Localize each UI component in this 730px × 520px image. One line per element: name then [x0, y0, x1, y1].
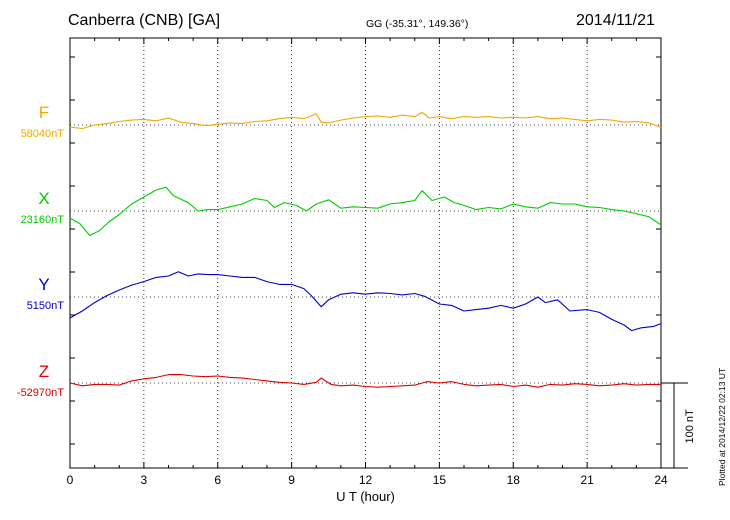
- coordinates-label: GG (-35.31°, 149.36°): [366, 18, 469, 30]
- trace-f: [69, 111, 662, 130]
- plotted-timestamp: Plotted at 2014/12/22 02:13 UT: [717, 368, 727, 486]
- series-label-x: X: [38, 189, 49, 208]
- x-axis-label: U T (hour): [336, 489, 395, 504]
- baseline-value-z: -52970nT: [17, 387, 64, 399]
- x-tick-label: 12: [359, 473, 373, 487]
- scale-bar-label: 100 nT: [684, 409, 696, 444]
- x-tick-label: 6: [214, 473, 221, 487]
- date-label: 2014/11/21: [576, 12, 655, 29]
- station-title: Canberra (CNB) [GA]: [68, 12, 221, 29]
- series-label-f: F: [39, 103, 49, 122]
- trace-z: [69, 374, 661, 388]
- x-tick-label: 9: [288, 473, 295, 487]
- x-tick-label: 15: [433, 473, 447, 487]
- series-label-y: Y: [38, 275, 49, 294]
- trace-y: [69, 271, 662, 332]
- x-tick-label: 24: [654, 473, 668, 487]
- baseline-value-y: 5150nT: [27, 300, 65, 312]
- baseline-value-x: 23160nT: [21, 214, 65, 226]
- x-tick-label: 21: [580, 473, 594, 487]
- x-tick-label: 3: [141, 473, 148, 487]
- plotted-note: Plotted at 2014/12/22 02:13 UT: [717, 368, 727, 486]
- baseline-value-f: 58040nT: [21, 128, 65, 140]
- x-tick-label: 0: [67, 473, 74, 487]
- x-tick-label: 18: [507, 473, 521, 487]
- trace-x: [69, 186, 662, 237]
- series-label-z: Z: [39, 362, 49, 381]
